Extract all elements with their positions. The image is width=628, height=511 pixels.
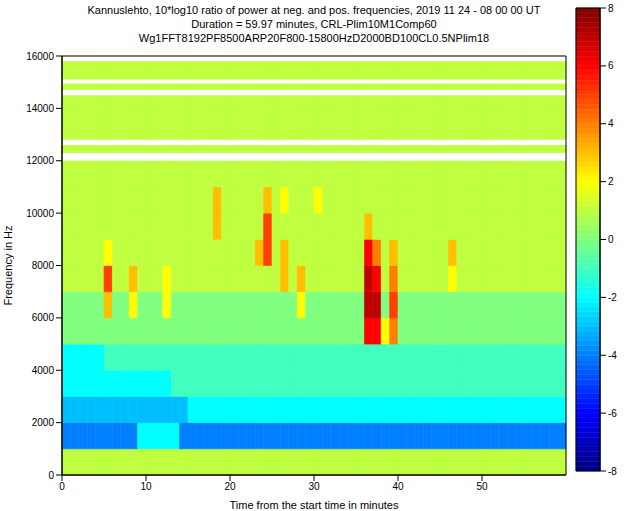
svg-text:12000: 12000 xyxy=(26,155,54,166)
svg-text:6000: 6000 xyxy=(32,312,55,323)
svg-text:8: 8 xyxy=(608,3,614,14)
svg-text:2000: 2000 xyxy=(32,417,55,428)
svg-text:40: 40 xyxy=(392,481,404,492)
svg-text:4000: 4000 xyxy=(32,365,55,376)
svg-text:14000: 14000 xyxy=(26,103,54,114)
html-text:Kannuslehto, 10*log10 ratio of: Kannuslehto, 10*log10 ratio of power at … xyxy=(87,4,541,16)
svg-text:16000: 16000 xyxy=(26,51,54,62)
svg-text:0: 0 xyxy=(48,470,54,481)
svg-text:30: 30 xyxy=(308,481,320,492)
svg-text:Time from the start time in mi: Time from the start time in minutes xyxy=(230,499,399,511)
svg-text:2: 2 xyxy=(608,176,614,187)
svg-text:8000: 8000 xyxy=(32,260,55,271)
svg-text:10: 10 xyxy=(140,481,152,492)
svg-text:-4: -4 xyxy=(608,350,617,361)
svg-text:Frequency in Hz: Frequency in Hz xyxy=(2,225,14,305)
svg-text:-2: -2 xyxy=(608,292,617,303)
svg-text:4: 4 xyxy=(608,118,614,129)
svg-text:-6: -6 xyxy=(608,408,617,419)
svg-text:-8: -8 xyxy=(608,466,617,477)
svg-text:6: 6 xyxy=(608,60,614,71)
svg-text:10000: 10000 xyxy=(26,208,54,219)
svg-text:20: 20 xyxy=(224,481,236,492)
html-text:Duration = 59.97 minutes, CRL-: Duration = 59.97 minutes, CRL-Plim10M1Co… xyxy=(191,18,437,30)
svg-text:0: 0 xyxy=(59,481,65,492)
svg-text:0: 0 xyxy=(608,234,614,245)
html-text:Wg1FFT8192PF8500ARP20F800-1580: Wg1FFT8192PF8500ARP20F800-15800HzD2000BD… xyxy=(138,32,490,44)
svg-text:50: 50 xyxy=(476,481,488,492)
